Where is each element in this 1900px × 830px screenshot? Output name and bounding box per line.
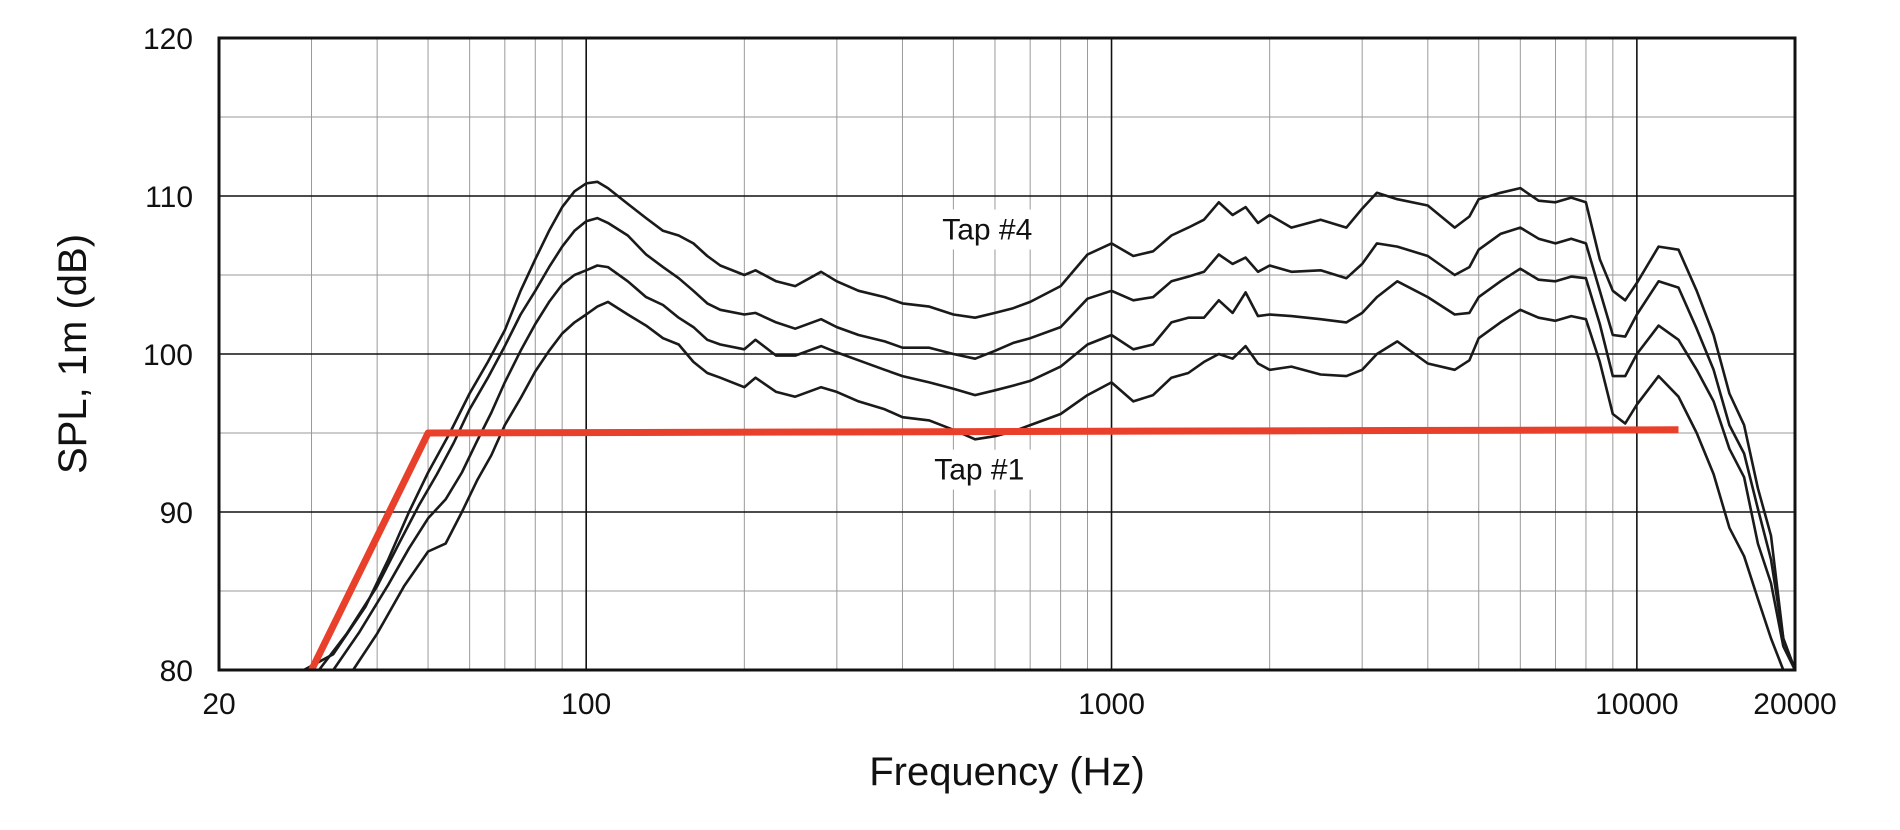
series-line-4 (351, 300, 1797, 672)
x-tick-label: 100 (561, 688, 611, 721)
y-tick-label: 110 (145, 181, 193, 214)
x-tick-label: 20 (202, 688, 235, 721)
series-line-1 (302, 180, 1797, 672)
annotation-backdrop (917, 449, 1042, 490)
y-tick-label: 80 (160, 655, 193, 688)
x-tick-label: 20000 (1753, 688, 1836, 721)
y-axis-title: SPL, 1m (dB) (51, 234, 95, 474)
series-line-5 (308, 426, 1679, 672)
series-line-2 (317, 216, 1797, 672)
series-line-3 (331, 264, 1797, 672)
y-tick-label: 100 (143, 339, 193, 372)
tap-annotation-1: Tap #4 (942, 214, 1032, 247)
annotation-backgrounds (917, 209, 1050, 490)
series-layer (302, 180, 1797, 672)
y-tick-label: 120 (143, 23, 193, 56)
tap-annotation-2: Tap #1 (934, 454, 1024, 487)
annotations: Tap #4 Tap #1 (934, 214, 1032, 487)
x-tick-label: 1000 (1078, 688, 1145, 721)
x-tick-label: 10000 (1595, 688, 1678, 721)
tick-labels: 20 100 1000 10000 20000 80 90 100 110 120 (143, 23, 1837, 721)
annotation-backdrop (925, 209, 1050, 250)
y-tick-label: 90 (160, 497, 193, 530)
x-axis-title: Frequency (Hz) (869, 750, 1145, 794)
plot-frame (217, 36, 1797, 672)
